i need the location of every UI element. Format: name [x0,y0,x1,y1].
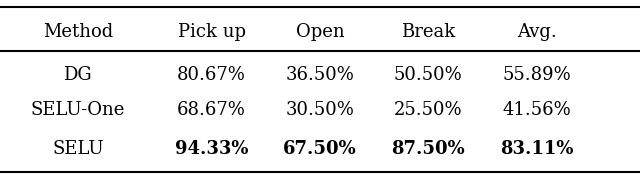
Text: SELU-One: SELU-One [31,101,125,119]
Text: Avg.: Avg. [516,23,557,41]
Text: Break: Break [401,23,456,41]
Text: 30.50%: 30.50% [285,101,355,119]
Text: 50.50%: 50.50% [394,66,463,85]
Text: SELU: SELU [52,141,104,159]
Text: 94.33%: 94.33% [175,141,248,159]
Text: 55.89%: 55.89% [502,66,571,85]
Text: Method: Method [43,23,113,41]
Text: Open: Open [296,23,344,41]
Text: 80.67%: 80.67% [177,66,246,85]
Text: 41.56%: 41.56% [502,101,571,119]
Text: DG: DG [63,66,92,85]
Text: 87.50%: 87.50% [392,141,465,159]
Text: Pick up: Pick up [178,23,246,41]
Text: 68.67%: 68.67% [177,101,246,119]
Text: 67.50%: 67.50% [283,141,357,159]
Text: 36.50%: 36.50% [285,66,355,85]
Text: 25.50%: 25.50% [394,101,463,119]
Text: 83.11%: 83.11% [500,141,573,159]
